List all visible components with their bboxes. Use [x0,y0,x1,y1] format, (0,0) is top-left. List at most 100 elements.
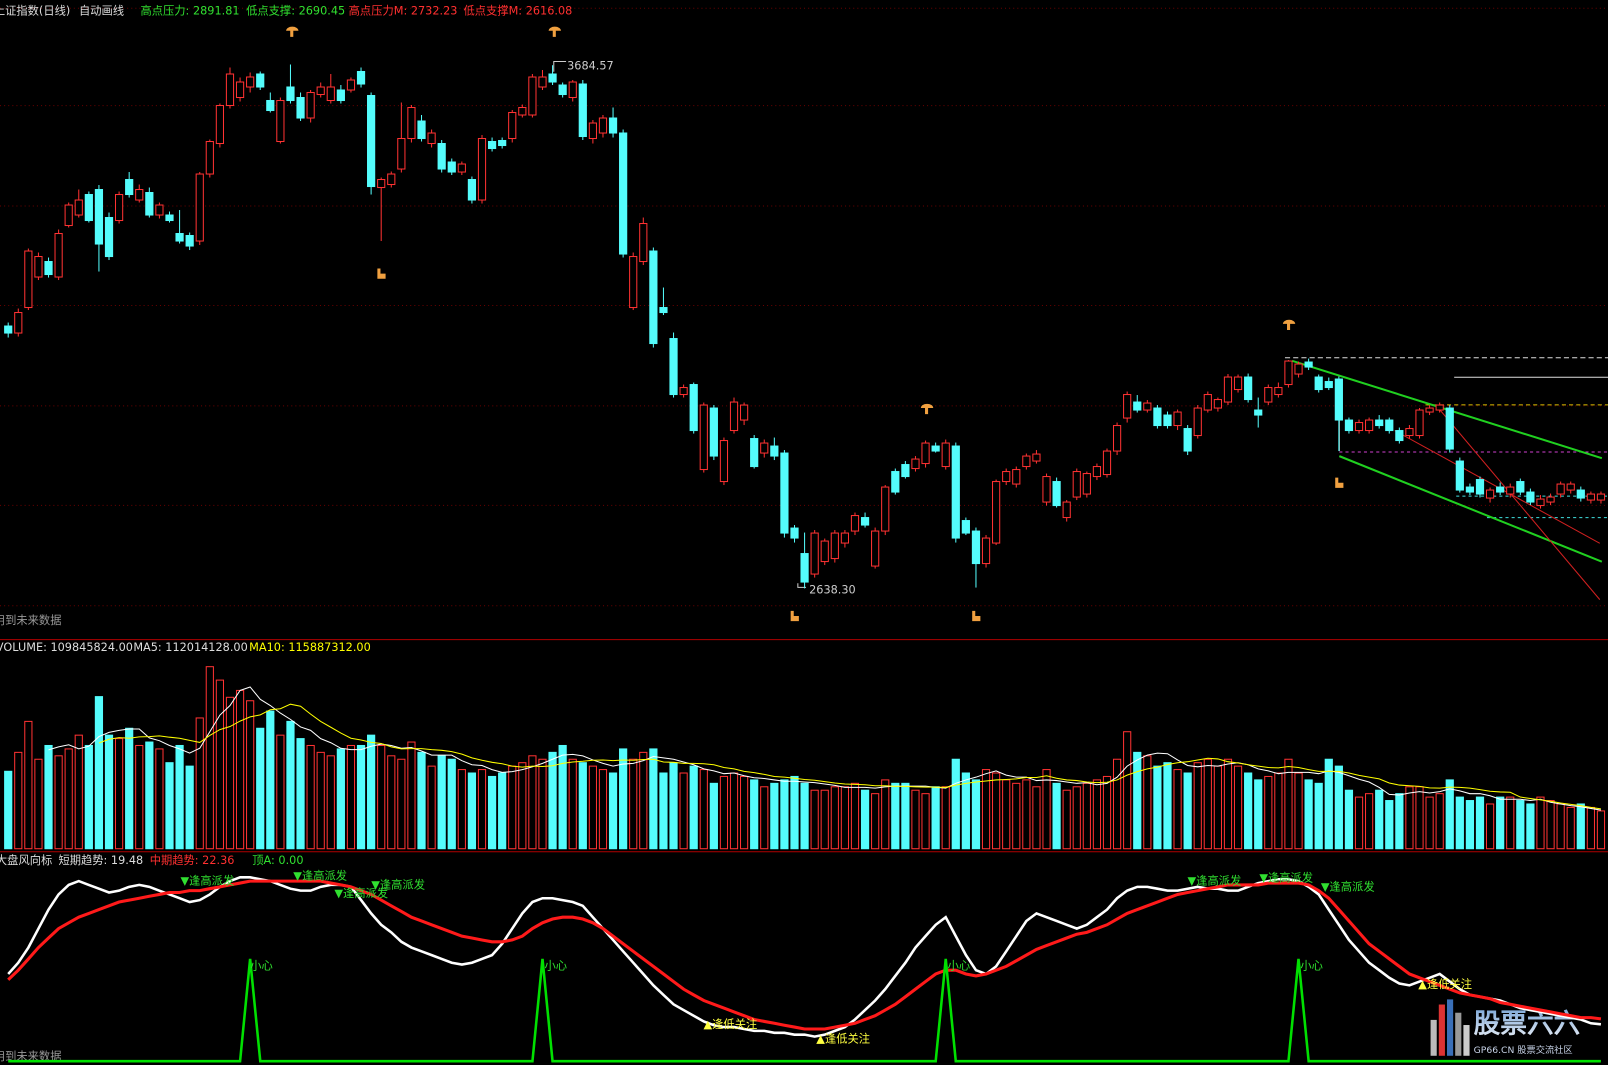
volume-bar [1153,765,1162,850]
volume-bar [931,786,940,850]
volume-bar [911,789,920,850]
candle-body [1334,378,1343,421]
volume-bar [215,679,225,850]
volume-bar [94,696,104,850]
candle-body [1586,493,1595,501]
candle-body [1415,409,1424,437]
candle-body [64,204,73,227]
candle-body [1354,422,1364,432]
volume-bar [1022,779,1031,850]
volume-bar [1576,803,1585,850]
candle-body [1405,428,1414,437]
candle-body [155,204,164,216]
price-label: 2638.30 [809,583,856,596]
annotation: ▼逢高派发 [1321,880,1375,894]
volume-bar [326,755,335,850]
candle-body [367,94,376,188]
volume-bar [1223,758,1233,850]
volume-bar [286,720,295,850]
candle-body [750,438,759,468]
candle-body [316,86,325,96]
candle-body [608,117,618,134]
volume-bar [1455,796,1464,850]
candle-body [992,481,1001,544]
candle-body [1254,409,1263,416]
candle-body [518,106,527,116]
volume-bar [427,765,436,850]
candle-body [578,83,587,138]
readout: 中期趋势: 22.36 [150,854,235,867]
candle-body [790,527,799,539]
candle-body [649,250,658,345]
candle-body [447,161,456,173]
annotation: ▼逢高派发 [371,878,425,892]
candle-body [961,520,970,534]
volume-bar [477,769,487,850]
candle-body [74,199,83,216]
volume-bar [225,696,235,850]
candle-body [14,312,23,334]
volume-bar [739,775,749,850]
candle-body [1143,402,1152,411]
signal-icons [286,26,1344,622]
candle-body [981,537,991,565]
volume-bar [185,765,194,850]
candle-body [457,163,466,173]
candle-body [528,76,537,116]
candle-body [1012,469,1021,485]
line-series [98,703,1601,810]
candle-body [145,192,154,216]
candle-body [689,384,698,432]
candle-body [1344,419,1354,432]
candle-body [971,530,981,565]
volume-bar [1173,769,1182,850]
volume-bar [598,769,608,850]
volume-bar [1133,751,1142,850]
volume-bar [54,755,63,850]
watermark-subtitle: GP66.CN 股票交流社区 [1474,1044,1573,1056]
readout: MA5: 112014128.00 [133,641,247,654]
volume-bar [1254,779,1263,850]
volume-bar [14,751,23,850]
candle-body [760,442,769,454]
volume-bar [296,738,305,850]
volume-bar [588,765,597,850]
candle-body [34,256,43,278]
line-series [48,686,1602,811]
volume-bar [356,744,366,850]
volume-bar [649,748,658,850]
readout: 短期趋势: 19.48 [58,853,143,867]
volume-bar [1032,786,1041,850]
volume-bar [669,762,678,850]
volume-bar [1143,755,1152,850]
candle-body [588,122,597,140]
grid [0,7,1608,607]
candle-body [205,141,214,175]
candle-body [558,84,567,96]
candle-body [770,445,779,457]
candle-body [508,111,517,140]
candle-body [477,138,487,201]
volume-bar [1284,758,1293,850]
volume-bar [971,779,981,850]
candle-body [114,194,124,222]
volume-bar [941,786,950,850]
volume-bar [1112,758,1122,850]
candle-body [346,79,356,91]
volume-bar [810,789,819,850]
candle-body [629,256,638,309]
volume-bar [1375,789,1384,850]
volume-bar [155,748,164,850]
volume-bar [64,748,73,850]
candle-body [54,233,63,278]
candle-body [639,223,648,263]
candle-body [1032,453,1041,462]
volume-bar [568,758,577,850]
readout: 高点压力M: 2732.23 [349,3,458,17]
readout: 低点支撑: 2690.45 [246,3,345,17]
candle-body [185,235,194,247]
volume-bar [135,744,144,850]
volume-bar [336,748,345,850]
volume-bar [830,786,839,850]
